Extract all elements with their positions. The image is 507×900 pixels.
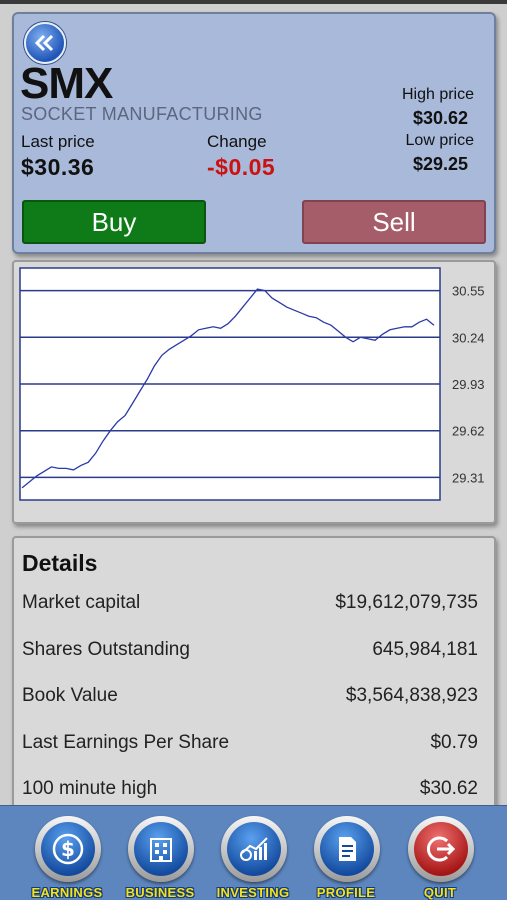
detail-row: Shares Outstanding 645,984,181 [22,639,478,669]
last-price-label: Last price [21,132,95,151]
detail-label: Market capital [22,592,141,613]
high-price-label: High price [401,86,474,103]
investing-icon [240,837,268,861]
bottom-nav-bar: $ EARNINGS BUSINESS [0,805,507,900]
change-value: -$0.05 [207,154,276,180]
svg-text:$: $ [61,837,75,861]
nav-business-button[interactable]: BUSINESS [113,816,207,900]
low-price-label: Low price [405,132,474,149]
detail-label: Shares Outstanding [22,639,190,660]
detail-value: $19,612,079,735 [335,592,478,613]
y-tick-label: 30.55 [452,284,485,299]
high-price-value: $30.62 [412,108,468,128]
nav-button-face: $ [41,822,95,876]
y-tick-label: 29.62 [452,424,485,439]
dollar-icon: $ [52,833,84,865]
detail-label: 100 minute high [22,778,158,799]
nav-label: PROFILE [316,885,376,900]
details-card: Details Market capital $19,612,079,735 S… [12,536,496,816]
detail-row: 100 minute high $30.62 [22,778,478,808]
change-label: Change [207,132,267,151]
price-chart: 30.55 30.24 29.93 29.62 29.31 [19,267,485,501]
nav-button-ring [314,816,380,882]
detail-label: Book Value [22,685,118,706]
nav-quit-button[interactable]: QUIT [393,816,487,900]
nav-button-face [414,822,468,876]
quit-icon [427,836,456,862]
nav-button-ring: $ [35,816,101,882]
company-name: SOCKET MANUFACTURING [21,104,263,124]
nav-button-face [227,822,281,876]
details-title: Details [22,550,98,576]
double-chevron-left-icon [34,34,54,52]
detail-label: Last Earnings Per Share [22,732,230,753]
y-tick-label: 29.93 [452,377,485,392]
back-button[interactable] [24,22,66,64]
nav-button-ring [221,816,287,882]
last-price-value: $30.36 [21,154,95,180]
detail-value: $3,564,838,923 [345,685,478,706]
stock-header-card: SMX SOCKET MANUFACTURING Last price $30.… [12,12,496,254]
nav-button-ring [408,816,474,882]
detail-row: Market capital $19,612,079,735 [22,592,478,622]
nav-label: INVESTING [216,885,290,900]
detail-value: $0.79 [430,732,478,753]
profile-icon [339,837,356,861]
y-tick-label: 29.31 [452,470,485,485]
detail-row: Last Earnings Per Share $0.79 [22,732,478,762]
nav-profile-button[interactable]: PROFILE [299,816,393,900]
detail-value: $30.62 [419,778,478,799]
business-icon [150,838,172,862]
sell-button[interactable]: Sell [302,200,486,244]
nav-investing-button[interactable]: INVESTING [206,816,300,900]
ticker-symbol: SMX [20,59,113,108]
low-price-value: $29.25 [412,154,468,174]
detail-value: 645,984,181 [372,639,478,660]
nav-label: QUIT [423,885,457,900]
nav-button-face [320,822,374,876]
nav-button-ring [128,816,194,882]
nav-earnings-button[interactable]: $ EARNINGS [20,816,114,900]
status-bar-strip [0,0,507,4]
nav-button-face [134,822,188,876]
price-series-line [21,288,435,489]
detail-row: Book Value $3,564,838,923 [22,685,478,715]
y-tick-label: 30.24 [452,330,485,345]
nav-label: BUSINESS [125,885,195,900]
nav-label: EARNINGS [31,885,103,900]
buy-button[interactable]: Buy [22,200,206,244]
price-chart-card: 30.55 30.24 29.93 29.62 29.31 [12,260,496,524]
